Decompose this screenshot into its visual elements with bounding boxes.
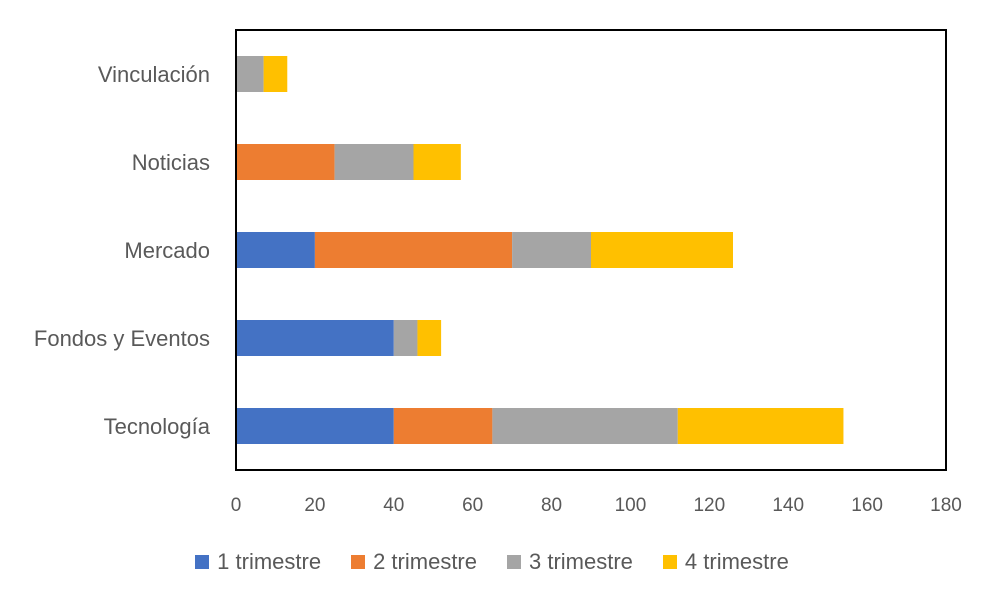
category-label: Fondos y Eventos — [34, 326, 210, 351]
legend-label: 4 trimestre — [684, 549, 789, 574]
bar-3-4 — [492, 408, 678, 444]
x-tick-label: 120 — [693, 495, 725, 516]
bar-4-1 — [413, 144, 461, 180]
chart-legend: 1 trimestre 2 trimestre 3 trimestre 4 trime… — [0, 544, 984, 580]
bar-4-2 — [591, 232, 733, 268]
plot-frame — [235, 29, 947, 471]
legend-label: 1 trimestre — [217, 549, 322, 574]
legend-swatch — [195, 555, 210, 569]
bar-4-4 — [677, 408, 844, 444]
bar-3-1 — [334, 144, 414, 180]
legend-swatch — [351, 555, 366, 569]
x-tick-label: 180 — [930, 495, 962, 516]
category-label: Mercado — [124, 238, 210, 263]
x-tick-label: 140 — [772, 495, 804, 516]
legend-swatch — [662, 555, 677, 569]
bar-3-2 — [512, 232, 591, 268]
bar-3-3 — [393, 320, 418, 356]
x-tick-label: 160 — [851, 495, 883, 516]
bar-2-4 — [393, 408, 493, 444]
bar-2-1 — [236, 144, 335, 180]
legend-item-1: 1 trimestre — [195, 549, 321, 575]
x-tick-label: 100 — [615, 495, 647, 516]
bar-2-2 — [314, 232, 513, 268]
bar-1-4 — [236, 408, 394, 444]
legend-label: 3 trimestre — [529, 549, 633, 574]
x-tick-label: 60 — [462, 495, 483, 516]
x-tick-label: 0 — [231, 495, 242, 516]
legend-label: 2 trimestre — [373, 549, 477, 574]
bar-1-3 — [236, 320, 394, 356]
x-tick-label: 20 — [304, 495, 325, 516]
category-label: Tecnología — [104, 414, 211, 439]
legend-item-3: 3 trimestre — [507, 549, 633, 575]
bar-4-0 — [263, 56, 288, 92]
category-label: Noticias — [132, 150, 210, 175]
legend-swatch — [507, 555, 521, 569]
category-label: Vinculación — [98, 62, 210, 87]
bar-1-2 — [236, 232, 315, 268]
bar-4-3 — [417, 320, 442, 356]
bar-3-0 — [236, 56, 264, 92]
legend-item-2: 2 trimestre — [351, 549, 477, 575]
x-tick-label: 40 — [383, 495, 404, 516]
legend-item-4: 4 trimestre — [662, 549, 789, 575]
x-tick-label: 80 — [541, 495, 562, 516]
